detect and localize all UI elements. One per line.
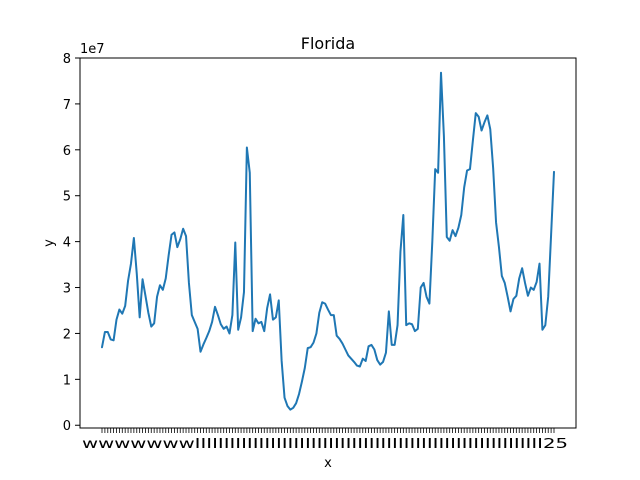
series-line xyxy=(101,71,555,411)
y-axis-multiplier: 1e7 xyxy=(80,42,105,57)
y-tick-label: 3 xyxy=(63,282,71,297)
y-tick-label: 5 xyxy=(63,190,71,205)
x-tick-labels-overlapping: wwwwwwwIIIIIIIIIIIIIIIIIIIIIIIIIIIIIIIII… xyxy=(82,437,568,452)
tick-layer: 0 1 2 3 4 5 6 7 8 xyxy=(63,52,80,434)
plot-frame xyxy=(79,57,577,429)
chart-title: Florida xyxy=(301,34,355,53)
y-axis-label: y xyxy=(42,239,57,247)
x-tick-layer: wwwwwwwIIIIIIIIIIIIIIIIIIIIIIIIIIIIIIIII… xyxy=(82,428,568,452)
y-tick-label: 4 xyxy=(63,236,71,251)
x-axis-label: x xyxy=(324,456,332,471)
y-tick-label: 0 xyxy=(63,419,71,434)
y-tick-label: 6 xyxy=(63,144,71,159)
y-tick-label: 2 xyxy=(63,327,71,342)
y-tick-label: 8 xyxy=(63,52,71,67)
y-tick-label: 7 xyxy=(63,98,71,113)
y-tick-label: 1 xyxy=(63,373,71,388)
